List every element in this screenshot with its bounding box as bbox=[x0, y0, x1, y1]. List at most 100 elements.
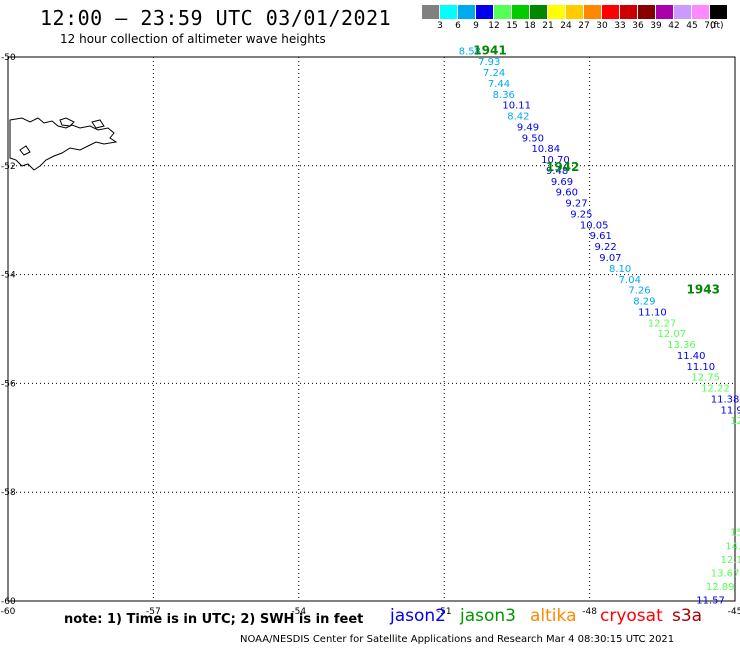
lon-tick-label: -45 bbox=[728, 607, 740, 617]
wave-height-label: 12.22 bbox=[701, 384, 730, 395]
wave-height-label: 7.04 bbox=[619, 275, 641, 286]
legend-swatch bbox=[620, 5, 638, 19]
legend-labels: 3 6 9 12 15 18 21 24 27 30 33 36 39 42 45 70 bbox=[422, 21, 728, 31]
lon-tick-label: -57 bbox=[146, 607, 161, 617]
legend-label: 70 bbox=[704, 21, 716, 31]
satellite-s3a: s3a bbox=[672, 606, 703, 626]
wave-height-label: 7.24 bbox=[483, 68, 505, 79]
lat-tick-label: -52 bbox=[1, 162, 16, 172]
wave-height-label: 12.1 bbox=[720, 555, 740, 566]
lon-tick-label: -54 bbox=[291, 607, 306, 617]
legend-label: 18 bbox=[524, 21, 536, 31]
legend-swatch bbox=[584, 5, 602, 19]
legend-label: 45 bbox=[686, 21, 698, 31]
falkland-islets-coast bbox=[19, 117, 105, 156]
lat-tick-label: -56 bbox=[1, 379, 16, 389]
wave-height-label: 11.38 bbox=[711, 394, 740, 405]
wave-height-label: 12 bbox=[730, 416, 740, 427]
wave-height-label: 9.50 bbox=[522, 133, 544, 144]
wave-height-label: 10.84 bbox=[531, 144, 560, 155]
wave-height-label: 7.44 bbox=[488, 79, 510, 90]
wave-height-label: 9.49 bbox=[517, 122, 539, 133]
lon-tick-label: -48 bbox=[582, 607, 597, 617]
legend-label: 42 bbox=[668, 21, 680, 31]
wave-height-label: 10.05 bbox=[580, 220, 609, 231]
legend-label: 36 bbox=[632, 21, 644, 31]
wave-height-label: 9.61 bbox=[590, 231, 612, 242]
legend-swatch bbox=[602, 5, 620, 19]
page-subtitle: 12 hour collection of altimeter wave hei… bbox=[60, 32, 326, 46]
legend-label: 30 bbox=[596, 21, 608, 31]
legend-label: 33 bbox=[614, 21, 626, 31]
legend-label: 21 bbox=[542, 21, 554, 31]
pass-id-label: 1943 bbox=[687, 283, 720, 297]
wave-height-label: 8.58 bbox=[459, 46, 481, 57]
wave-height-label: 14. bbox=[725, 541, 740, 552]
wave-height-label: 13.67 bbox=[711, 569, 740, 580]
wave-height-label: 8.29 bbox=[633, 297, 655, 308]
legend-swatch bbox=[674, 5, 692, 19]
wave-height-label: 8.10 bbox=[609, 264, 631, 275]
pass-id-label: 1941 bbox=[473, 43, 506, 57]
lat-tick-label: -60 bbox=[1, 597, 16, 607]
wave-height-label: 11.10 bbox=[638, 307, 667, 318]
lon-tick-label: -51 bbox=[437, 607, 452, 617]
wave-height-label: 8.42 bbox=[507, 112, 529, 123]
legend-swatch bbox=[710, 5, 728, 19]
legend-swatch bbox=[422, 5, 440, 19]
wave-height-label: 9.27 bbox=[565, 199, 587, 210]
wave-height-label: 11.40 bbox=[677, 351, 706, 362]
legend-label: 9 bbox=[473, 21, 479, 31]
satellite-altika: altika bbox=[530, 606, 577, 626]
wave-height-label: 11.10 bbox=[687, 362, 716, 373]
legend-label: 39 bbox=[650, 21, 662, 31]
wave-height-label: 8.36 bbox=[493, 90, 515, 101]
lat-tick-label: -58 bbox=[1, 488, 16, 498]
wave-height-label: 9.48 bbox=[546, 166, 568, 177]
falkland-islands-coast bbox=[9, 117, 118, 171]
color-legend: 3 6 9 12 15 18 21 24 27 30 33 36 39 42 45 70 bbox=[422, 5, 728, 31]
footer-note: note: 1) Time is in UTC; 2) SWH is in fe… bbox=[64, 612, 364, 627]
legend-label: 12 bbox=[488, 21, 500, 31]
legend-swatch bbox=[530, 5, 548, 19]
wave-height-label: 10.11 bbox=[502, 101, 531, 112]
lon-tick-label: -60 bbox=[1, 607, 16, 617]
wave-height-label: 9.07 bbox=[599, 253, 621, 264]
wave-height-label: 12.89 bbox=[706, 582, 735, 593]
wave-height-label: 9.69 bbox=[551, 177, 573, 188]
legend-label: 24 bbox=[560, 21, 572, 31]
map-frame bbox=[7, 56, 736, 602]
wave-height-label: 10.70 bbox=[541, 155, 570, 166]
page-title: 12:00 – 23:59 UTC 03/01/2021 bbox=[40, 6, 392, 30]
wave-height-label: 9.60 bbox=[556, 188, 578, 199]
lat-tick-label: -54 bbox=[1, 271, 16, 281]
legend-swatch bbox=[440, 5, 458, 19]
legend-swatch bbox=[494, 5, 512, 19]
wave-height-label: 12.75 bbox=[691, 373, 720, 384]
legend-swatch bbox=[656, 5, 674, 19]
legend-swatch bbox=[638, 5, 656, 19]
legend-swatch bbox=[566, 5, 584, 19]
wave-height-label: 12.07 bbox=[657, 329, 686, 340]
wave-height-label: 9.22 bbox=[594, 242, 616, 253]
legend-label: 6 bbox=[455, 21, 461, 31]
wave-height-label: 11.57 bbox=[696, 596, 725, 607]
wave-height-label: 9.25 bbox=[570, 209, 592, 220]
wave-height-label: 13.36 bbox=[667, 340, 696, 351]
wave-height-label: 7.93 bbox=[478, 57, 500, 68]
legend-swatch bbox=[548, 5, 566, 19]
wave-height-label: 15 bbox=[730, 528, 740, 539]
legend-swatch bbox=[512, 5, 530, 19]
wave-height-label: 7.26 bbox=[628, 286, 650, 297]
legend-swatch bbox=[458, 5, 476, 19]
satellite-jason2: jason2 bbox=[390, 606, 446, 626]
legend-label: 15 bbox=[506, 21, 518, 31]
satellite-cryosat: cryosat bbox=[600, 606, 663, 626]
legend-label: 27 bbox=[578, 21, 590, 31]
wave-height-label: 11.97 bbox=[720, 405, 740, 416]
legend-swatch bbox=[692, 5, 710, 19]
wave-height-label: 12.27 bbox=[648, 318, 677, 329]
pass-id-label: 1942 bbox=[546, 160, 579, 174]
lat-tick-label: -50 bbox=[1, 53, 16, 63]
